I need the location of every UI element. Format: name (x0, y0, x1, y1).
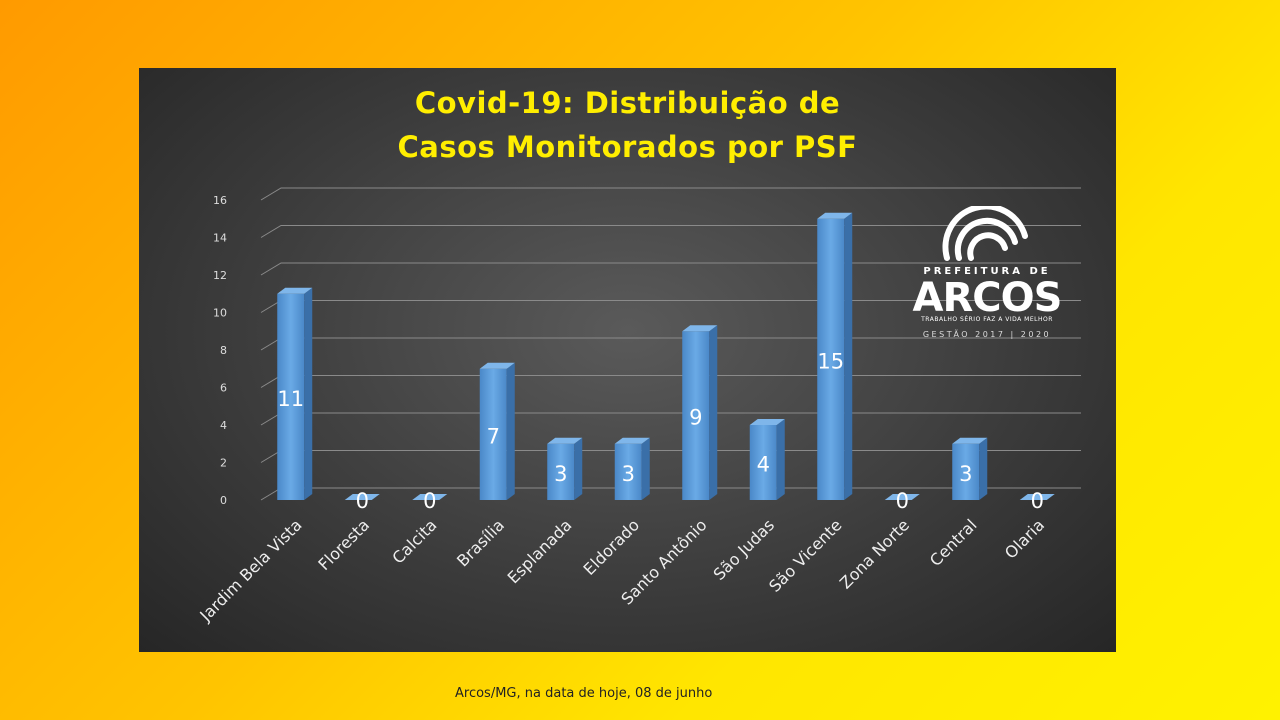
bar-side (506, 362, 515, 500)
y-tick-label: 4 (220, 419, 227, 432)
bar-9: 15 (817, 212, 853, 500)
bar-top (952, 437, 988, 444)
gridline (260, 225, 1081, 238)
category-label: São Judas (709, 515, 778, 584)
category-label: São Vicente (765, 515, 845, 595)
bar-front (479, 368, 507, 500)
bar-7: 9 (682, 325, 718, 500)
data-label: 11 (277, 387, 304, 411)
wifi-arcs-icon (942, 206, 1028, 261)
data-label: 3 (959, 462, 972, 486)
bar-side (844, 212, 853, 500)
category-label: Zona Norte (836, 515, 913, 592)
y-tick-label: 14 (213, 232, 227, 245)
bar-side (574, 437, 583, 500)
bar-top (344, 494, 380, 500)
bar-2: 0 (344, 489, 380, 513)
bar-side (709, 325, 718, 500)
data-label: 0 (1031, 489, 1044, 513)
data-label: 4 (757, 453, 770, 477)
category-label: Olaria (1001, 515, 1048, 562)
bar-8: 4 (749, 419, 785, 500)
gridline (260, 412, 1081, 426)
data-label: 0 (356, 489, 369, 513)
bar-4: 7 (479, 362, 515, 500)
data-label: 15 (817, 349, 844, 373)
data-label: 9 (689, 406, 702, 430)
bar-front (277, 293, 305, 500)
bar-10: 0 (884, 489, 920, 513)
bar-front (952, 443, 980, 500)
bar-top (817, 212, 853, 219)
y-tick-label: 12 (213, 269, 227, 282)
bar-top (547, 437, 583, 444)
chart-panel: 0 2 4 6 8 10 12 14 16 11 0 0 7 3 3 9 4 15 0 3 0 Jardim Bela… (139, 68, 1116, 652)
bar-1: 11 (277, 287, 313, 500)
footer-note: Arcos/MG, na data de hoje, 08 de junho (455, 686, 713, 701)
data-label: 3 (622, 462, 635, 486)
y-tick-label: 2 (220, 457, 227, 470)
prefeitura-logo: PREFEITURA DE ARCOS TRABALHO SÉRIO FAZ A… (907, 206, 1067, 346)
bar-top (884, 494, 920, 500)
logo-prefeitura-text: PREFEITURA DE (923, 266, 1051, 277)
bar-11: 3 (952, 437, 988, 500)
bar-front (817, 218, 845, 500)
category-label: Eldorado (580, 515, 644, 579)
bar-side (641, 437, 650, 500)
bar-6: 3 (614, 437, 650, 500)
bar-front (547, 443, 575, 500)
logo-gestao-text: GESTÃO 2017 | 2020 (922, 330, 1052, 339)
category-label: Floresta (314, 515, 373, 574)
category-label: Central (926, 515, 981, 570)
category-label: Esplanada (504, 515, 576, 587)
bar-top (749, 419, 785, 425)
bar-top (412, 494, 448, 500)
category-label: Brasília (453, 515, 508, 570)
bar-chart: 0 2 4 6 8 10 12 14 16 11 0 0 7 3 3 9 4 15 0 3 0 Jardim Bela… (195, 187, 1081, 625)
bar-5: 3 (547, 437, 583, 500)
gridline (260, 187, 1081, 201)
bar-top (1019, 494, 1055, 500)
data-label: 7 (487, 424, 500, 448)
gridline (260, 262, 1081, 276)
bar-top (614, 437, 650, 444)
bar-12: 0 (1019, 489, 1055, 513)
bar-top (479, 362, 515, 369)
bar-front (614, 443, 642, 500)
bar-top (682, 325, 718, 332)
gridline (260, 375, 1081, 388)
data-label: 0 (896, 489, 909, 513)
data-label: 0 (423, 489, 436, 513)
y-tick-label: 10 (213, 307, 227, 320)
category-label: Jardim Bela Vista (195, 515, 305, 625)
y-tick-label: 16 (213, 194, 227, 207)
y-tick-label: 0 (220, 494, 227, 507)
y-tick-label: 6 (220, 382, 227, 395)
data-label: 3 (554, 462, 567, 486)
category-label: Calcita (388, 515, 440, 567)
bar-top (277, 287, 313, 294)
chart-title-line-2: Casos Monitorados por PSF (397, 130, 858, 164)
bar-3: 0 (412, 489, 448, 513)
y-tick-label: 8 (220, 344, 227, 357)
bar-front (682, 331, 710, 500)
bar-side (304, 287, 313, 500)
bar-front (749, 425, 777, 500)
chart-title-line-1: Covid-19: Distribuição de (414, 86, 841, 120)
logo-tagline-text: TRABALHO SÉRIO FAZ A VIDA MELHOR (921, 316, 1053, 323)
bar-side (776, 419, 785, 500)
logo-arcos-text: ARCOS (912, 275, 1063, 321)
bar-side (979, 437, 988, 500)
